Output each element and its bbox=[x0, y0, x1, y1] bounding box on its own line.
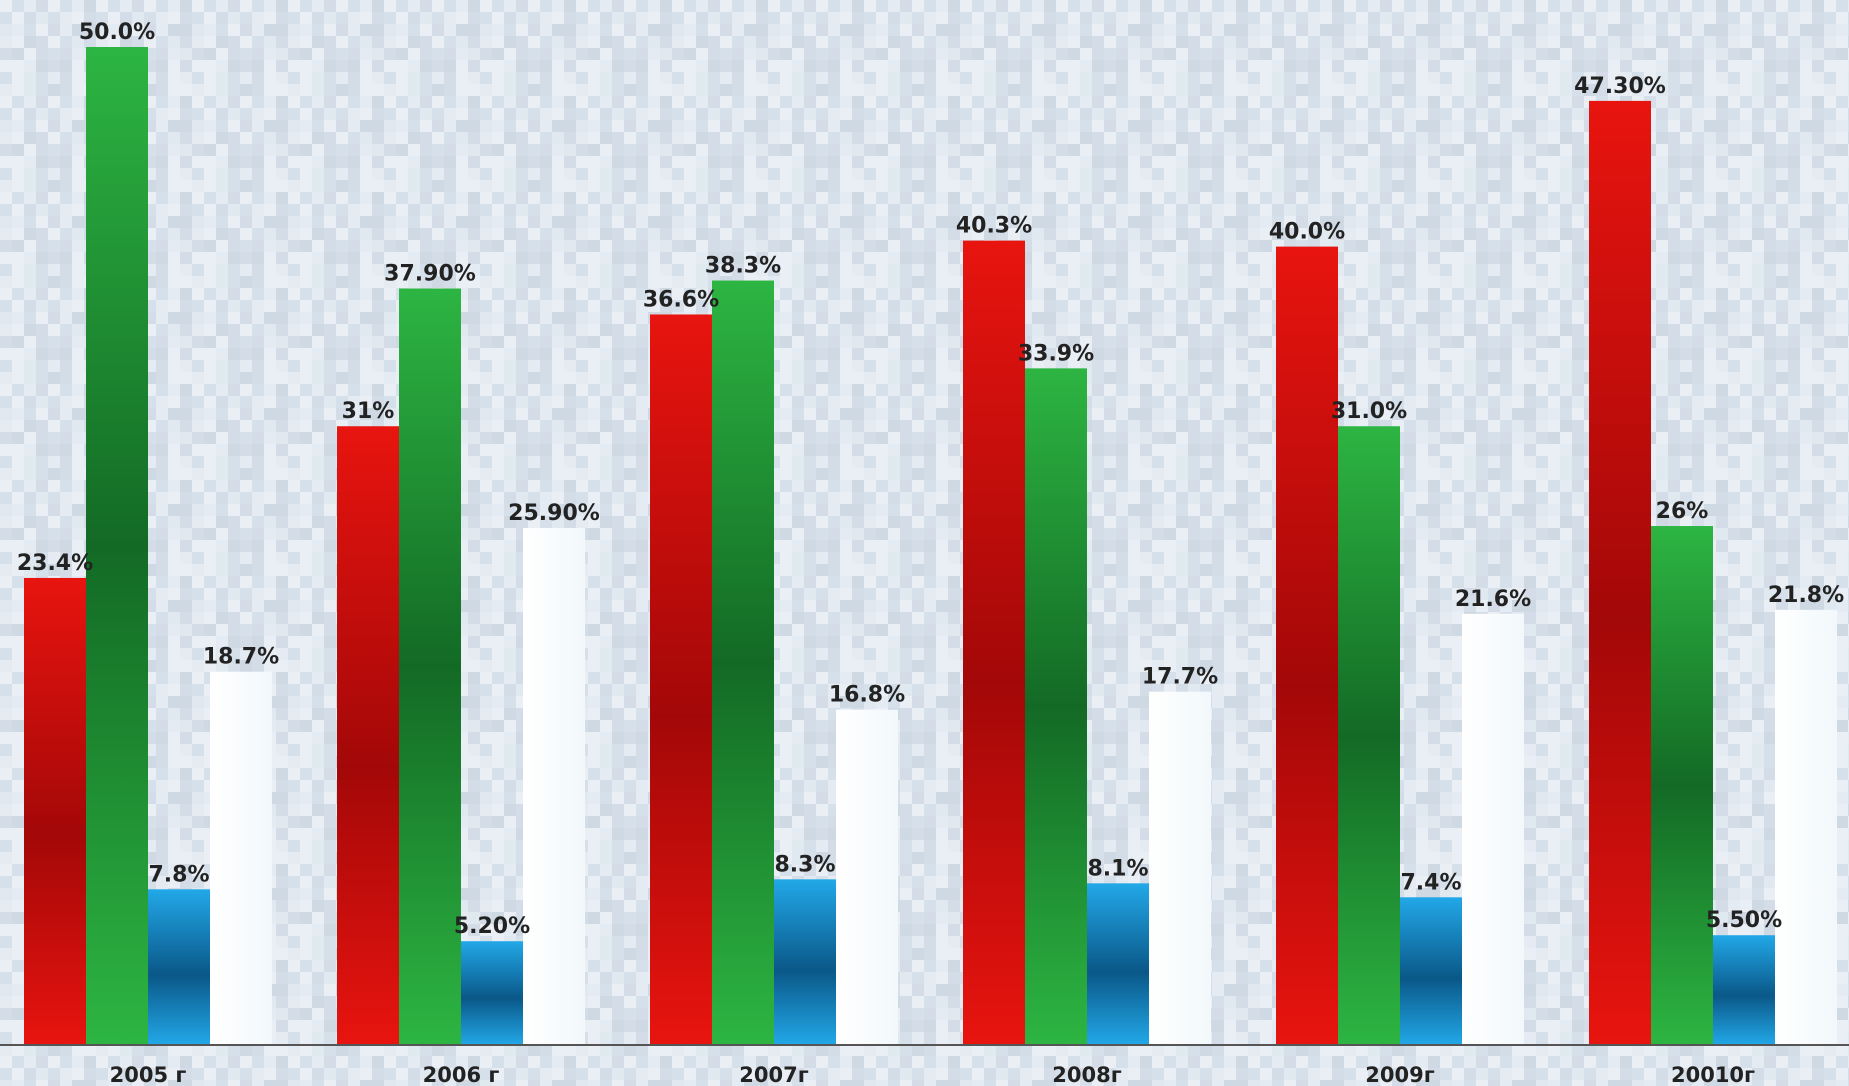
value-label-red-3: 40.3% bbox=[956, 214, 1032, 239]
value-label-white-0: 18.7% bbox=[203, 645, 279, 670]
bar-blue-0 bbox=[148, 889, 210, 1045]
value-label-white-4: 21.6% bbox=[1455, 587, 1531, 612]
value-label-blue-4: 7.4% bbox=[1400, 870, 1461, 895]
value-label-white-2: 16.8% bbox=[829, 683, 905, 708]
category-labels-group: 2005 г 2006 г 2007г 2008г 2009г 20010г bbox=[110, 1063, 1755, 1086]
value-label-white-5: 21.8% bbox=[1768, 583, 1844, 608]
bar-blue-3 bbox=[1087, 883, 1149, 1045]
category-label-5: 20010г bbox=[1671, 1063, 1755, 1086]
value-label-red-5: 47.30% bbox=[1574, 74, 1666, 99]
category-label-3: 2008г bbox=[1052, 1063, 1121, 1086]
value-label-red-0: 23.4% bbox=[17, 551, 93, 576]
bar-white-2 bbox=[836, 709, 898, 1045]
bar-green-5 bbox=[1651, 526, 1713, 1045]
value-label-blue-0: 7.8% bbox=[148, 862, 209, 887]
bar-blue-2 bbox=[774, 879, 836, 1045]
value-label-green-0: 50.0% bbox=[79, 20, 155, 45]
bar-white-3 bbox=[1149, 691, 1211, 1045]
bar-white-0 bbox=[210, 671, 272, 1045]
category-label-1: 2006 г bbox=[423, 1063, 500, 1086]
bar-red-5 bbox=[1589, 100, 1651, 1046]
bar-blue-5 bbox=[1713, 935, 1775, 1045]
bar-green-3 bbox=[1025, 368, 1087, 1046]
value-label-green-1: 37.90% bbox=[384, 262, 476, 287]
bar-green-0 bbox=[86, 47, 148, 1045]
bar-red-2 bbox=[650, 314, 712, 1045]
value-label-blue-2: 8.3% bbox=[774, 852, 835, 877]
bar-red-4 bbox=[1276, 246, 1338, 1046]
value-label-red-2: 36.6% bbox=[643, 287, 719, 312]
bar-blue-1 bbox=[461, 941, 523, 1045]
category-label-2: 2007г bbox=[739, 1063, 808, 1086]
value-label-blue-1: 5.20% bbox=[454, 914, 530, 939]
bar-green-2 bbox=[712, 280, 774, 1046]
bar-white-1 bbox=[523, 528, 585, 1045]
bar-green-1 bbox=[399, 288, 461, 1045]
bar-white-4 bbox=[1462, 613, 1524, 1045]
value-label-green-3: 33.9% bbox=[1018, 341, 1094, 366]
value-label-blue-3: 8.1% bbox=[1087, 856, 1148, 881]
bar-red-0 bbox=[24, 577, 86, 1045]
value-label-white-3: 17.7% bbox=[1142, 665, 1218, 690]
value-label-red-4: 40.0% bbox=[1269, 220, 1345, 245]
bar-blue-4 bbox=[1400, 897, 1462, 1045]
category-label-4: 2009г bbox=[1365, 1063, 1434, 1086]
value-label-green-2: 38.3% bbox=[705, 254, 781, 279]
bar-red-3 bbox=[963, 240, 1025, 1045]
value-label-green-4: 31.0% bbox=[1331, 399, 1407, 424]
value-label-red-1: 31% bbox=[342, 399, 395, 424]
category-label-0: 2005 г bbox=[110, 1063, 187, 1086]
value-labels-group: 23.4% 50.0% 7.8% 18.7% 31% 37.90% 5.20% 25.90% 3… bbox=[17, 20, 1844, 939]
value-label-green-5: 26% bbox=[1656, 499, 1709, 524]
value-label-blue-5: 5.50% bbox=[1706, 908, 1782, 933]
bar-green-4 bbox=[1338, 426, 1400, 1045]
bar-white-5 bbox=[1775, 609, 1837, 1045]
bar-red-1 bbox=[337, 426, 399, 1045]
bars-group bbox=[24, 47, 1837, 1046]
value-label-white-1: 25.90% bbox=[508, 501, 600, 526]
